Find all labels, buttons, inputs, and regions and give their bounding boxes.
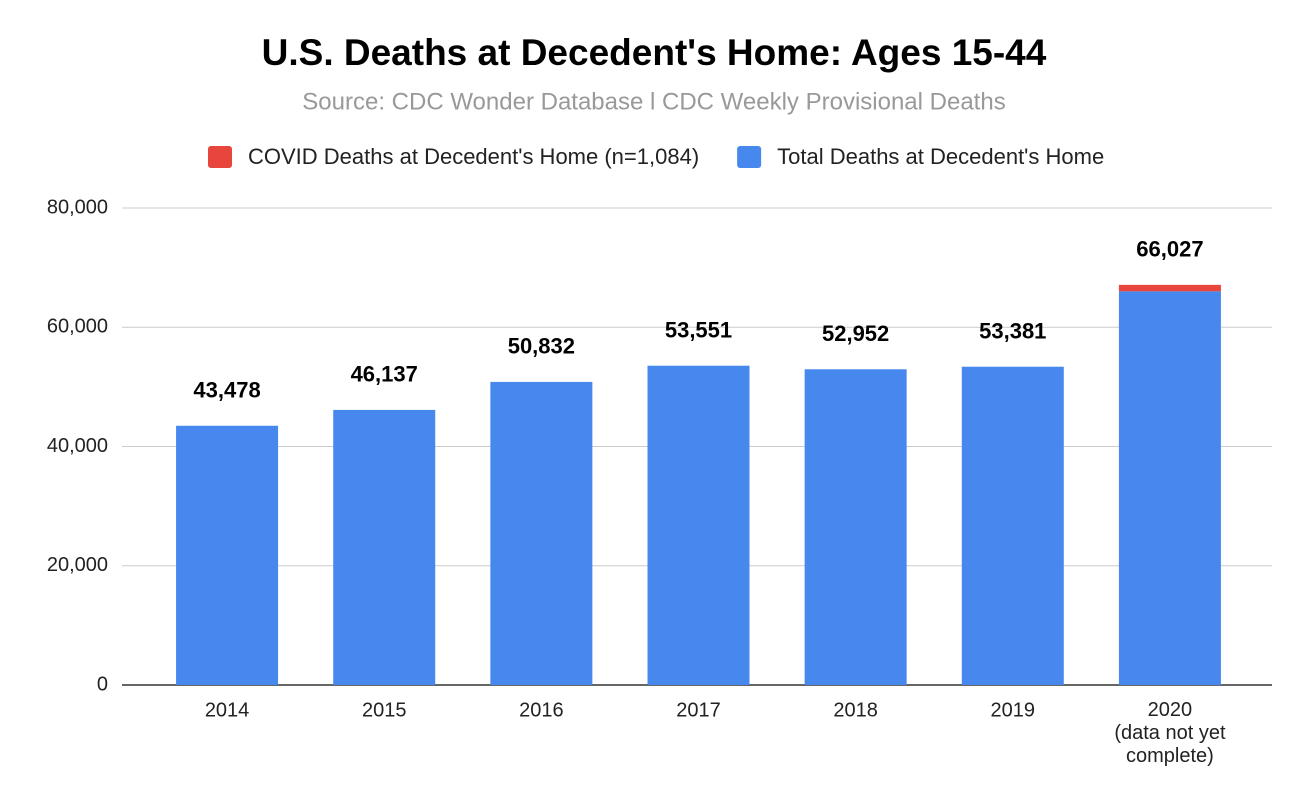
data-label: 46,137 xyxy=(351,362,418,387)
y-tick-label: 40,000 xyxy=(47,435,108,457)
bar-segment xyxy=(1118,291,1221,685)
bar-segment xyxy=(647,365,750,685)
x-tick-label: 2020 (data not yet complete) xyxy=(1114,699,1226,767)
chart-subtitle: Source: CDC Wonder Database l CDC Weekly… xyxy=(302,88,1005,115)
data-label: 53,551 xyxy=(665,318,732,343)
bar-segment xyxy=(1118,284,1221,292)
bar-segment xyxy=(333,409,436,685)
bar-segment xyxy=(804,369,907,685)
data-label: 52,952 xyxy=(822,321,889,346)
data-label: 53,381 xyxy=(979,319,1046,344)
bar-segment xyxy=(490,381,593,685)
y-tick-label: 20,000 xyxy=(47,554,108,576)
y-tick-label: 0 xyxy=(97,673,108,695)
data-label: 50,832 xyxy=(508,334,575,359)
x-tick-label: 2017 xyxy=(676,699,721,721)
bar-segment xyxy=(176,425,279,685)
bar-segment xyxy=(961,366,1064,685)
y-tick-label: 60,000 xyxy=(47,316,108,338)
x-tick-label: 2019 xyxy=(991,699,1036,721)
legend-label: COVID Deaths at Decedent's Home (n=1,084… xyxy=(248,144,699,169)
x-tick-label: 2018 xyxy=(833,699,878,721)
legend-swatch xyxy=(737,146,762,168)
legend-swatch xyxy=(208,146,232,168)
x-tick-label: 2016 xyxy=(519,699,564,721)
x-tick-label: 2014 xyxy=(205,699,250,721)
chart-title: U.S. Deaths at Decedent's Home: Ages 15-… xyxy=(262,32,1047,73)
legend-label: Total Deaths at Decedent's Home xyxy=(777,144,1104,169)
x-tick-label: 2015 xyxy=(362,699,407,721)
y-tick-label: 80,000 xyxy=(47,196,108,218)
data-label: 43,478 xyxy=(193,378,260,403)
data-label: 66,027 xyxy=(1136,237,1203,262)
